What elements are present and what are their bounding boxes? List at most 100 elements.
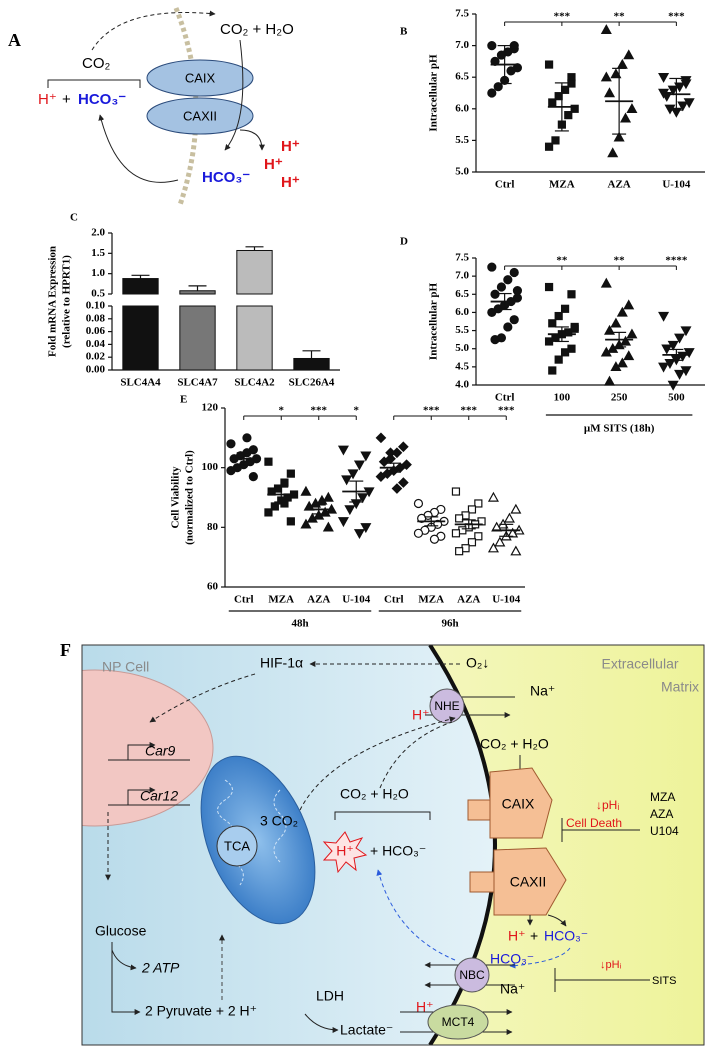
inhibition [554,968,650,992]
y-tick-label: 60 [207,581,219,593]
point [680,326,692,337]
bracket [334,811,431,820]
point [306,512,318,523]
y-tick-label: 4.0 [455,379,469,391]
arrow [547,914,567,927]
point [544,282,554,292]
transporter [454,957,490,993]
x-tick-label: SLC4A4 [120,377,161,389]
arrow [239,129,265,151]
point [680,76,692,87]
point [509,315,519,325]
point [487,40,497,51]
significance-label: ** [614,255,626,267]
point [548,98,557,107]
significance-label: * [279,405,285,417]
gene: Car9 [145,743,176,759]
effect: Cell Death [566,816,622,830]
point [544,337,554,346]
co2-h2o: CO₂ + H₂O [480,736,549,752]
point [398,441,409,453]
proton: H⁺ [281,174,300,191]
point [512,286,523,296]
point [607,147,619,158]
y-tick-label: 5.5 [455,134,469,146]
point [604,87,616,98]
point [620,112,632,123]
promoter [108,745,190,761]
point [429,534,440,544]
point [375,432,387,444]
point [560,348,570,357]
panel-a: A CAIX CAXII CO₂ + H₂O CO₂ H⁺ + HCO₃⁻ HC… [8,7,300,206]
burst [322,831,368,874]
arrow [149,673,256,723]
point [264,508,273,517]
point [494,536,506,547]
bar [179,290,216,295]
arrow [111,942,141,1015]
matrix-label: Matrix [661,679,699,695]
point [242,433,252,443]
y-tick-label: 0.06 [86,325,106,337]
point [496,282,507,292]
x-tick-label: AZA [608,179,631,191]
tca-cycle [216,825,258,867]
point [620,335,632,346]
point [322,491,334,502]
ion: H⁺ [412,707,430,723]
bar [179,305,216,371]
y-tick-label: 4.5 [455,360,469,372]
x-tick-label: Ctrl [495,179,515,191]
point [600,71,612,82]
point [503,322,513,332]
point [467,505,477,514]
co2-h2o: CO₂ + H₂O [340,786,409,802]
point [567,79,576,88]
point [451,487,461,496]
proton: H⁺ [281,138,300,155]
matrix-label: Extracellular [601,656,678,672]
bracket [47,79,141,88]
plus: + [62,91,71,108]
point [626,328,638,339]
point [548,319,557,328]
point [623,299,635,310]
point [658,362,670,373]
point [280,478,289,487]
point [677,101,689,112]
transporter [429,688,465,724]
x-tick-label: 500 [668,392,685,404]
metabolite: Lactate⁻ [340,1022,393,1038]
point [493,82,503,92]
point [610,361,622,372]
bar [122,305,159,371]
arrow [224,39,244,151]
co2: 3 CO₂ [260,813,298,829]
significance-label: **** [665,255,688,267]
ion: H⁺ [336,843,354,859]
point [353,529,365,540]
y-tick-label: 5.0 [455,342,469,354]
effect: ↓pHᵢ [600,959,622,971]
metabolite: Glucose [95,923,147,939]
proton: H⁺ [264,156,283,173]
y-axis-label: Fold mRNA Expression [47,246,59,357]
nucleus [82,669,214,827]
point [300,518,312,529]
point [487,542,499,553]
x-tick-label: U-104 [662,179,691,191]
y-tick-label: 80 [207,521,219,533]
group-label: 48h [291,618,308,630]
transporter-label: NHE [434,699,459,713]
point [451,529,461,538]
point [337,445,349,456]
significance-label: *** [311,405,328,417]
effect: ↓pHᵢ [596,798,619,812]
point [487,88,497,98]
y-tick-label: 0.02 [86,351,106,363]
hif: HIF-1α [260,655,303,671]
point [551,136,560,145]
x-tick-label: MZA [418,594,444,606]
x-tick-label: SLC4A2 [234,377,275,389]
